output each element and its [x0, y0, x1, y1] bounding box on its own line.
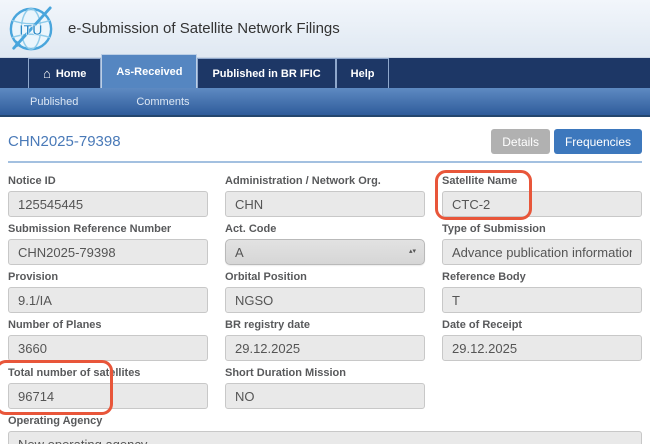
field-provision: Provision	[8, 271, 208, 313]
field-label: Operating Agency	[8, 415, 103, 427]
home-icon: ⌂	[43, 66, 51, 81]
operating-agency-input[interactable]	[8, 431, 642, 444]
submission-ref-input[interactable]	[8, 239, 208, 265]
act-code-select[interactable]: A ▴▾	[225, 239, 425, 265]
field-br-registry-date: BR registry date	[225, 319, 425, 361]
details-button[interactable]: Details	[491, 129, 550, 154]
field-label: Satellite Name	[442, 175, 518, 187]
sub-nav: Published Comments	[0, 88, 650, 117]
app-header: ITU e-Submission of Satellite Network Fi…	[0, 0, 650, 58]
field-label: Act. Code	[225, 223, 277, 235]
main-nav: ⌂ Home As-Received Published in BR IFIC …	[0, 54, 650, 88]
field-label: Reference Body	[442, 271, 526, 283]
field-label: Type of Submission	[442, 223, 546, 235]
field-type-of-submission: Type of Submission	[442, 223, 642, 265]
field-date-of-receipt: Date of Receipt	[442, 319, 642, 361]
field-label: BR registry date	[225, 319, 310, 331]
field-submission-ref: Submission Reference Number	[8, 223, 208, 265]
orbital-position-input[interactable]	[225, 287, 425, 313]
frequencies-button[interactable]: Frequencies	[553, 129, 642, 154]
field-label: Notice ID	[8, 175, 56, 187]
short-duration-mission-input[interactable]	[225, 383, 425, 409]
field-administration: Administration / Network Org.	[225, 175, 425, 217]
subnav-published[interactable]: Published	[30, 95, 79, 108]
br-registry-date-input[interactable]	[225, 335, 425, 361]
field-orbital-position: Orbital Position	[225, 271, 425, 313]
field-label: Submission Reference Number	[8, 223, 172, 235]
title-divider	[8, 161, 642, 163]
itu-logo-icon: ITU	[9, 5, 53, 50]
reference-body-input[interactable]	[442, 287, 642, 313]
field-label: Short Duration Mission	[225, 367, 346, 379]
field-notice-id: Notice ID	[8, 175, 208, 217]
field-spacer	[442, 367, 642, 409]
field-label: Number of Planes	[8, 319, 102, 331]
field-act-code: Act. Code A ▴▾	[225, 223, 425, 265]
field-label: Date of Receipt	[442, 319, 523, 331]
field-number-of-planes: Number of Planes	[8, 319, 208, 361]
total-satellites-input[interactable]	[8, 383, 208, 409]
field-label: Administration / Network Org.	[225, 175, 381, 187]
select-arrows-icon: ▴▾	[408, 248, 416, 256]
subnav-comments[interactable]: Comments	[136, 95, 190, 108]
field-label: Orbital Position	[225, 271, 307, 283]
svg-text:ITU: ITU	[19, 22, 42, 38]
page-title: CHN2025-79398	[8, 133, 121, 150]
main-content: CHN2025-79398 Details Frequencies Notice…	[0, 117, 650, 444]
field-label: Total number of satellites	[8, 367, 141, 379]
tab-help[interactable]: Help	[335, 58, 390, 88]
type-of-submission-input[interactable]	[442, 239, 642, 265]
date-of-receipt-input[interactable]	[442, 335, 642, 361]
tab-as-received[interactable]: As-Received	[101, 54, 198, 88]
field-label: Provision	[8, 271, 59, 283]
administration-input[interactable]	[225, 191, 425, 217]
app-title: e-Submission of Satellite Network Filing…	[68, 20, 340, 37]
number-of-planes-input[interactable]	[8, 335, 208, 361]
field-reference-body: Reference Body	[442, 271, 642, 313]
tab-home[interactable]: ⌂ Home	[28, 58, 102, 88]
field-total-satellites: Total number of satellites	[0, 360, 208, 415]
field-satellite-name: Satellite Name	[435, 170, 642, 220]
tab-published-br-ific[interactable]: Published in BR IFIC	[197, 58, 336, 88]
field-operating-agency: Operating Agency	[8, 415, 642, 444]
filing-form: Notice ID Administration / Network Org. …	[0, 170, 642, 444]
provision-input[interactable]	[8, 287, 208, 313]
satellite-name-input[interactable]	[442, 191, 642, 217]
field-short-duration-mission: Short Duration Mission	[225, 367, 425, 409]
notice-id-input[interactable]	[8, 191, 208, 217]
